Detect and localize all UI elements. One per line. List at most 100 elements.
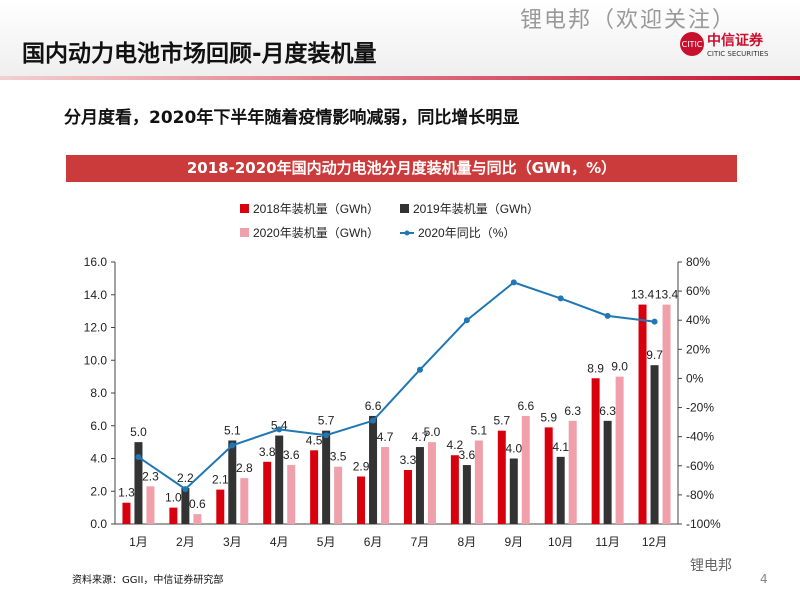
x-tick-label: 1月: [129, 535, 148, 549]
yoy-point: [182, 486, 189, 493]
y-tick-label: 2.0: [90, 484, 107, 498]
yoy-point: [651, 318, 658, 325]
yoy-point: [510, 279, 517, 286]
x-tick-label: 9月: [504, 535, 523, 549]
data-label-2019: 5.1: [224, 423, 241, 437]
y2-tick-label: 40%: [686, 313, 710, 327]
y-tick-label: 16.0: [84, 255, 108, 269]
data-label-2018: 4.5: [306, 433, 323, 447]
data-label-2018: 2.9: [353, 460, 370, 474]
page-title: 国内动力电池市场回顾-月度装机量: [22, 41, 377, 67]
bar-2019: [275, 435, 284, 524]
yoy-line: [137, 281, 655, 491]
x-tick-label: 3月: [223, 535, 242, 549]
data-label-2018: 2.1: [212, 473, 229, 487]
bar-2020: [521, 415, 530, 524]
source-note: 资料来源：GGII，中信证券研究部: [72, 575, 224, 586]
bar-2020: [287, 465, 296, 524]
data-label-2019: 4.0: [505, 442, 522, 456]
data-label-2018: 3.3: [400, 453, 417, 467]
bar-2019: [603, 420, 612, 524]
bar-2020: [381, 447, 390, 524]
watermark: 锂电邦（欢迎关注）: [520, 8, 737, 33]
logo-en: CITIC SECURITIES: [707, 50, 769, 58]
chart-title: 2018-2020年国内动力电池分月度装机量与同比（GWh，%）: [66, 155, 737, 182]
data-label-2018: 3.8: [259, 445, 276, 459]
subtitle: 分月度看，2020年下半年随着疫情影响减弱，同比增长明显: [64, 108, 520, 128]
bar-2020: [615, 376, 624, 524]
bar-2018: [497, 430, 506, 524]
header-divider: [0, 76, 800, 80]
bar-2018: [357, 476, 366, 524]
bar-2020: [474, 440, 483, 524]
data-label-2018: 1.0: [165, 491, 182, 505]
page-number: 4: [760, 572, 768, 586]
data-label-2018: 5.9: [540, 410, 557, 424]
logo-cn: 中信证券: [707, 33, 763, 49]
bar-2019: [181, 487, 190, 524]
legend-label-2018: 2018年装机量（GWh）: [253, 202, 379, 216]
y-tick-label: 14.0: [84, 288, 108, 302]
bar-2018: [403, 469, 412, 524]
data-label-2018: 8.9: [587, 361, 604, 375]
bar-2019: [650, 365, 659, 524]
yoy-point: [557, 295, 564, 302]
bar-2019: [134, 442, 143, 524]
bar-2020: [334, 466, 343, 524]
bar-2019: [322, 430, 331, 524]
y2-tick-label: 20%: [686, 342, 710, 356]
wechat-label: 锂电邦: [690, 558, 732, 574]
x-tick-label: 6月: [364, 535, 383, 549]
yoy-point: [463, 317, 470, 324]
header-bar: [0, 0, 800, 80]
yoy-point: [416, 366, 423, 373]
data-label-2020: 2.8: [236, 461, 253, 475]
bar-2019: [228, 440, 237, 524]
bar-2019: [509, 458, 518, 524]
y2-tick-label: -40%: [686, 430, 714, 444]
bar-2019: [462, 465, 471, 524]
data-label-2019: 4.1: [552, 440, 569, 454]
y-tick-label: 10.0: [84, 353, 108, 367]
x-tick-label: 11月: [595, 535, 619, 549]
x-tick-label: 5月: [317, 535, 336, 549]
data-label-2020: 5.0: [424, 425, 441, 439]
bar-2020: [427, 442, 436, 524]
y2-tick-label: 60%: [686, 284, 710, 298]
bar-2019: [556, 456, 565, 524]
bar-2019: [369, 415, 378, 524]
data-label-2020: 5.1: [471, 423, 488, 437]
legend-label-2020: 2020年装机量（GWh）: [253, 226, 379, 240]
y2-tick-label: -60%: [686, 459, 714, 473]
data-label-2019: 9.7: [646, 348, 663, 362]
legend-marker-yoy: [404, 230, 410, 236]
yoy-point: [229, 442, 236, 449]
data-label-2018: 1.3: [118, 486, 135, 500]
y-tick-label: 8.0: [90, 386, 107, 400]
legend-swatch-2019: [400, 204, 409, 213]
bar-2019: [415, 447, 424, 524]
x-tick-label: 8月: [458, 535, 477, 549]
bar-2018: [638, 304, 647, 524]
data-label-2019: 4.7: [412, 430, 429, 444]
y2-tick-label: 0%: [686, 371, 704, 385]
data-label-2019: 2.2: [177, 471, 194, 485]
yoy-point: [370, 417, 377, 424]
y2-tick-label: -100%: [686, 517, 721, 531]
citic-logo-icon: CITIC: [680, 32, 704, 56]
bar-2018: [450, 455, 459, 524]
bar-2018: [169, 507, 178, 524]
x-tick-label: 12月: [642, 535, 667, 549]
bar-2018: [216, 489, 225, 524]
legend-label-yoy: 2020年同比（%）: [418, 226, 515, 240]
data-label-2018: 13.4: [631, 288, 655, 302]
data-label-2019: 6.6: [365, 399, 382, 413]
data-label-2020: 4.7: [377, 430, 394, 444]
data-label-2019: 3.6: [459, 448, 476, 462]
data-label-2019: 5.0: [130, 425, 147, 439]
bar-2020: [662, 304, 671, 524]
y2-tick-label: -80%: [686, 488, 714, 502]
bar-2018: [263, 461, 272, 524]
data-label-2020: 3.5: [330, 450, 347, 464]
